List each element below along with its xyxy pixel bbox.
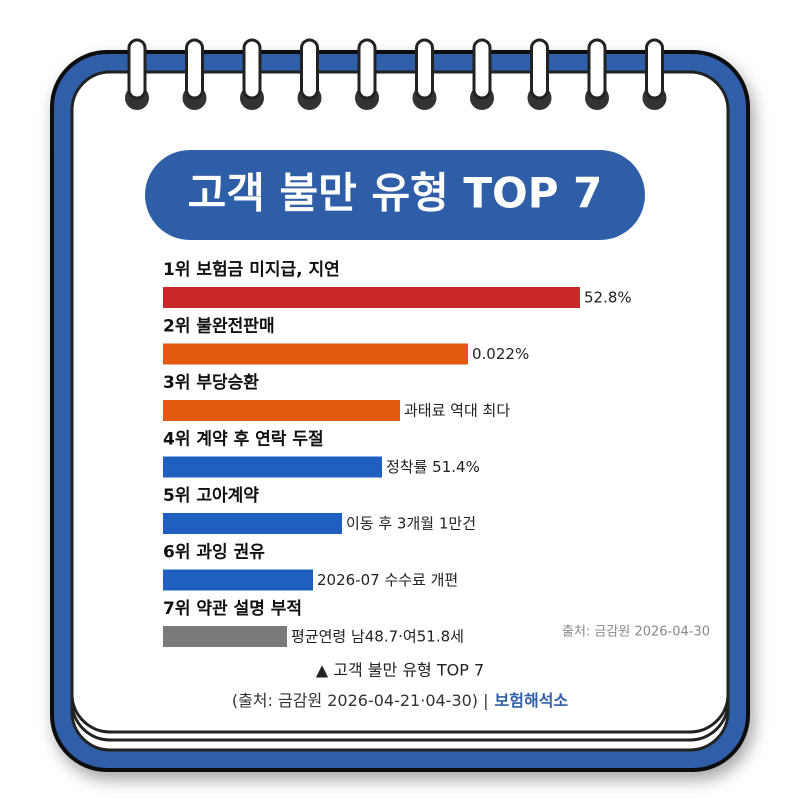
bar xyxy=(163,343,468,365)
title-pill xyxy=(145,150,645,240)
bar xyxy=(163,400,400,421)
ring xyxy=(645,38,664,100)
row-note: 과태료 역대 최다 xyxy=(404,402,510,420)
ring xyxy=(415,38,434,100)
rings xyxy=(125,38,667,110)
bar xyxy=(163,456,382,478)
credit: (출처: 금감원 2026-04-21·04-30) | xyxy=(232,691,489,710)
bar xyxy=(163,513,342,534)
title: 고객 불만 유형 TOP 7 xyxy=(188,169,603,218)
ring xyxy=(357,38,377,100)
credit-line: (출처: 금감원 2026-04-21·04-30) | 보험해석소 xyxy=(232,691,569,710)
row-note: 이동 후 3개월 1만건 xyxy=(346,515,476,533)
bar xyxy=(163,287,580,308)
brand: 보험해석소 xyxy=(495,691,569,710)
ring xyxy=(242,38,262,100)
row-label: 7위 약관 설명 부적 xyxy=(163,598,302,619)
bar xyxy=(163,569,313,591)
row-label: 2위 불완전판매 xyxy=(163,317,275,337)
bar xyxy=(163,626,287,647)
ring xyxy=(185,38,204,100)
row-note: 정착률 51.4% xyxy=(386,458,480,476)
row-note: 52.8% xyxy=(584,289,632,307)
ring xyxy=(587,38,607,100)
row-label: 5위 고아계약 xyxy=(163,485,259,506)
row-label: 4위 계약 후 연락 두절 xyxy=(163,429,324,450)
row-note: 평균연령 남48.7·여51.8세 xyxy=(291,628,464,646)
source-note: 출처: 금감원 2026-04-30 xyxy=(562,625,710,640)
row-label: 1위 보험금 미지급, 지연 xyxy=(163,259,340,280)
ring xyxy=(127,38,147,100)
row-note: 2026-07 수수료 개편 xyxy=(317,571,458,589)
row-label: 6위 과잉 권유 xyxy=(163,543,265,563)
row-label: 3위 부당승환 xyxy=(163,373,259,393)
caption: ▲ 고객 불만 유형 TOP 7 xyxy=(316,661,484,680)
row-note: 0.022% xyxy=(472,345,529,363)
rows: 1위 보험금 미지급, 지연 52.8% 2위 불완전판매 0.022% 3위 부당승환… xyxy=(163,259,632,647)
ring xyxy=(530,38,549,100)
ring xyxy=(300,38,319,100)
ring xyxy=(472,38,492,100)
